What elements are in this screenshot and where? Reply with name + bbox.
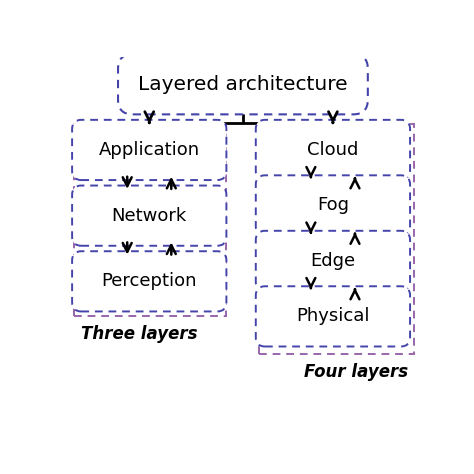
- FancyBboxPatch shape: [256, 120, 410, 180]
- Text: Fog: Fog: [317, 196, 349, 214]
- FancyBboxPatch shape: [256, 286, 410, 346]
- FancyBboxPatch shape: [72, 120, 227, 180]
- Bar: [259, 124, 414, 355]
- FancyBboxPatch shape: [72, 185, 227, 246]
- FancyBboxPatch shape: [256, 231, 410, 291]
- Text: Four layers: Four layers: [303, 364, 408, 382]
- FancyBboxPatch shape: [72, 251, 227, 311]
- FancyBboxPatch shape: [256, 175, 410, 236]
- Text: Edge: Edge: [310, 252, 356, 270]
- Text: Perception: Perception: [101, 273, 197, 291]
- Text: Physical: Physical: [296, 307, 370, 325]
- FancyBboxPatch shape: [118, 54, 368, 114]
- Text: Application: Application: [99, 141, 200, 159]
- Text: Cloud: Cloud: [307, 141, 359, 159]
- Text: Layered architecture: Layered architecture: [138, 75, 348, 94]
- Bar: [74, 124, 227, 316]
- Text: Network: Network: [111, 207, 187, 225]
- Text: Three layers: Three layers: [82, 325, 198, 343]
